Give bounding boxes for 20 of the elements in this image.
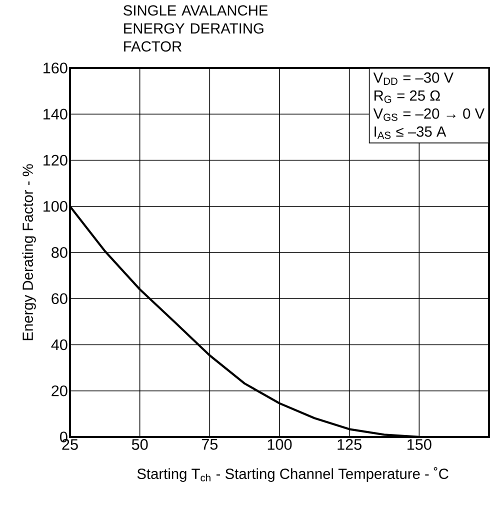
y-tick-label: 140 <box>44 108 68 120</box>
y-tick-label: 20 <box>52 385 68 396</box>
y-tick-label: 40 <box>51 339 68 350</box>
annotation: V$_{GS}$ = –20 → 0 V <box>373 108 485 121</box>
y-axis-title: Energy Derating Factor - % <box>22 164 36 340</box>
y-tick-label: 160 <box>44 62 68 74</box>
y-tick-label: 120 <box>44 154 68 166</box>
annotation: I$_{AS}$ ≤ –35 A <box>374 126 446 139</box>
y-tick-label: 100 <box>44 200 68 212</box>
x-axis-title: Starting T$_{ch}$ - Starting Channel Temperature - ˚C <box>137 467 448 482</box>
x-tick-label: 100 <box>268 439 292 450</box>
x-tick-label: 50 <box>132 439 148 450</box>
y-tick-label: 60 <box>52 293 68 304</box>
annotation: R$_{G}$ = 25 Ω <box>374 90 440 103</box>
x-tick-label: 125 <box>338 439 362 450</box>
chart-title: SINGLE AVALANCHE ENERGY DERATING FACTOR <box>124 5 268 52</box>
x-tick-label: 75 <box>202 439 218 450</box>
annotation: V$_{DD}$ = –30 V <box>373 72 454 85</box>
x-tick-label: 150 <box>408 439 432 450</box>
y-tick-label: 80 <box>52 247 68 258</box>
